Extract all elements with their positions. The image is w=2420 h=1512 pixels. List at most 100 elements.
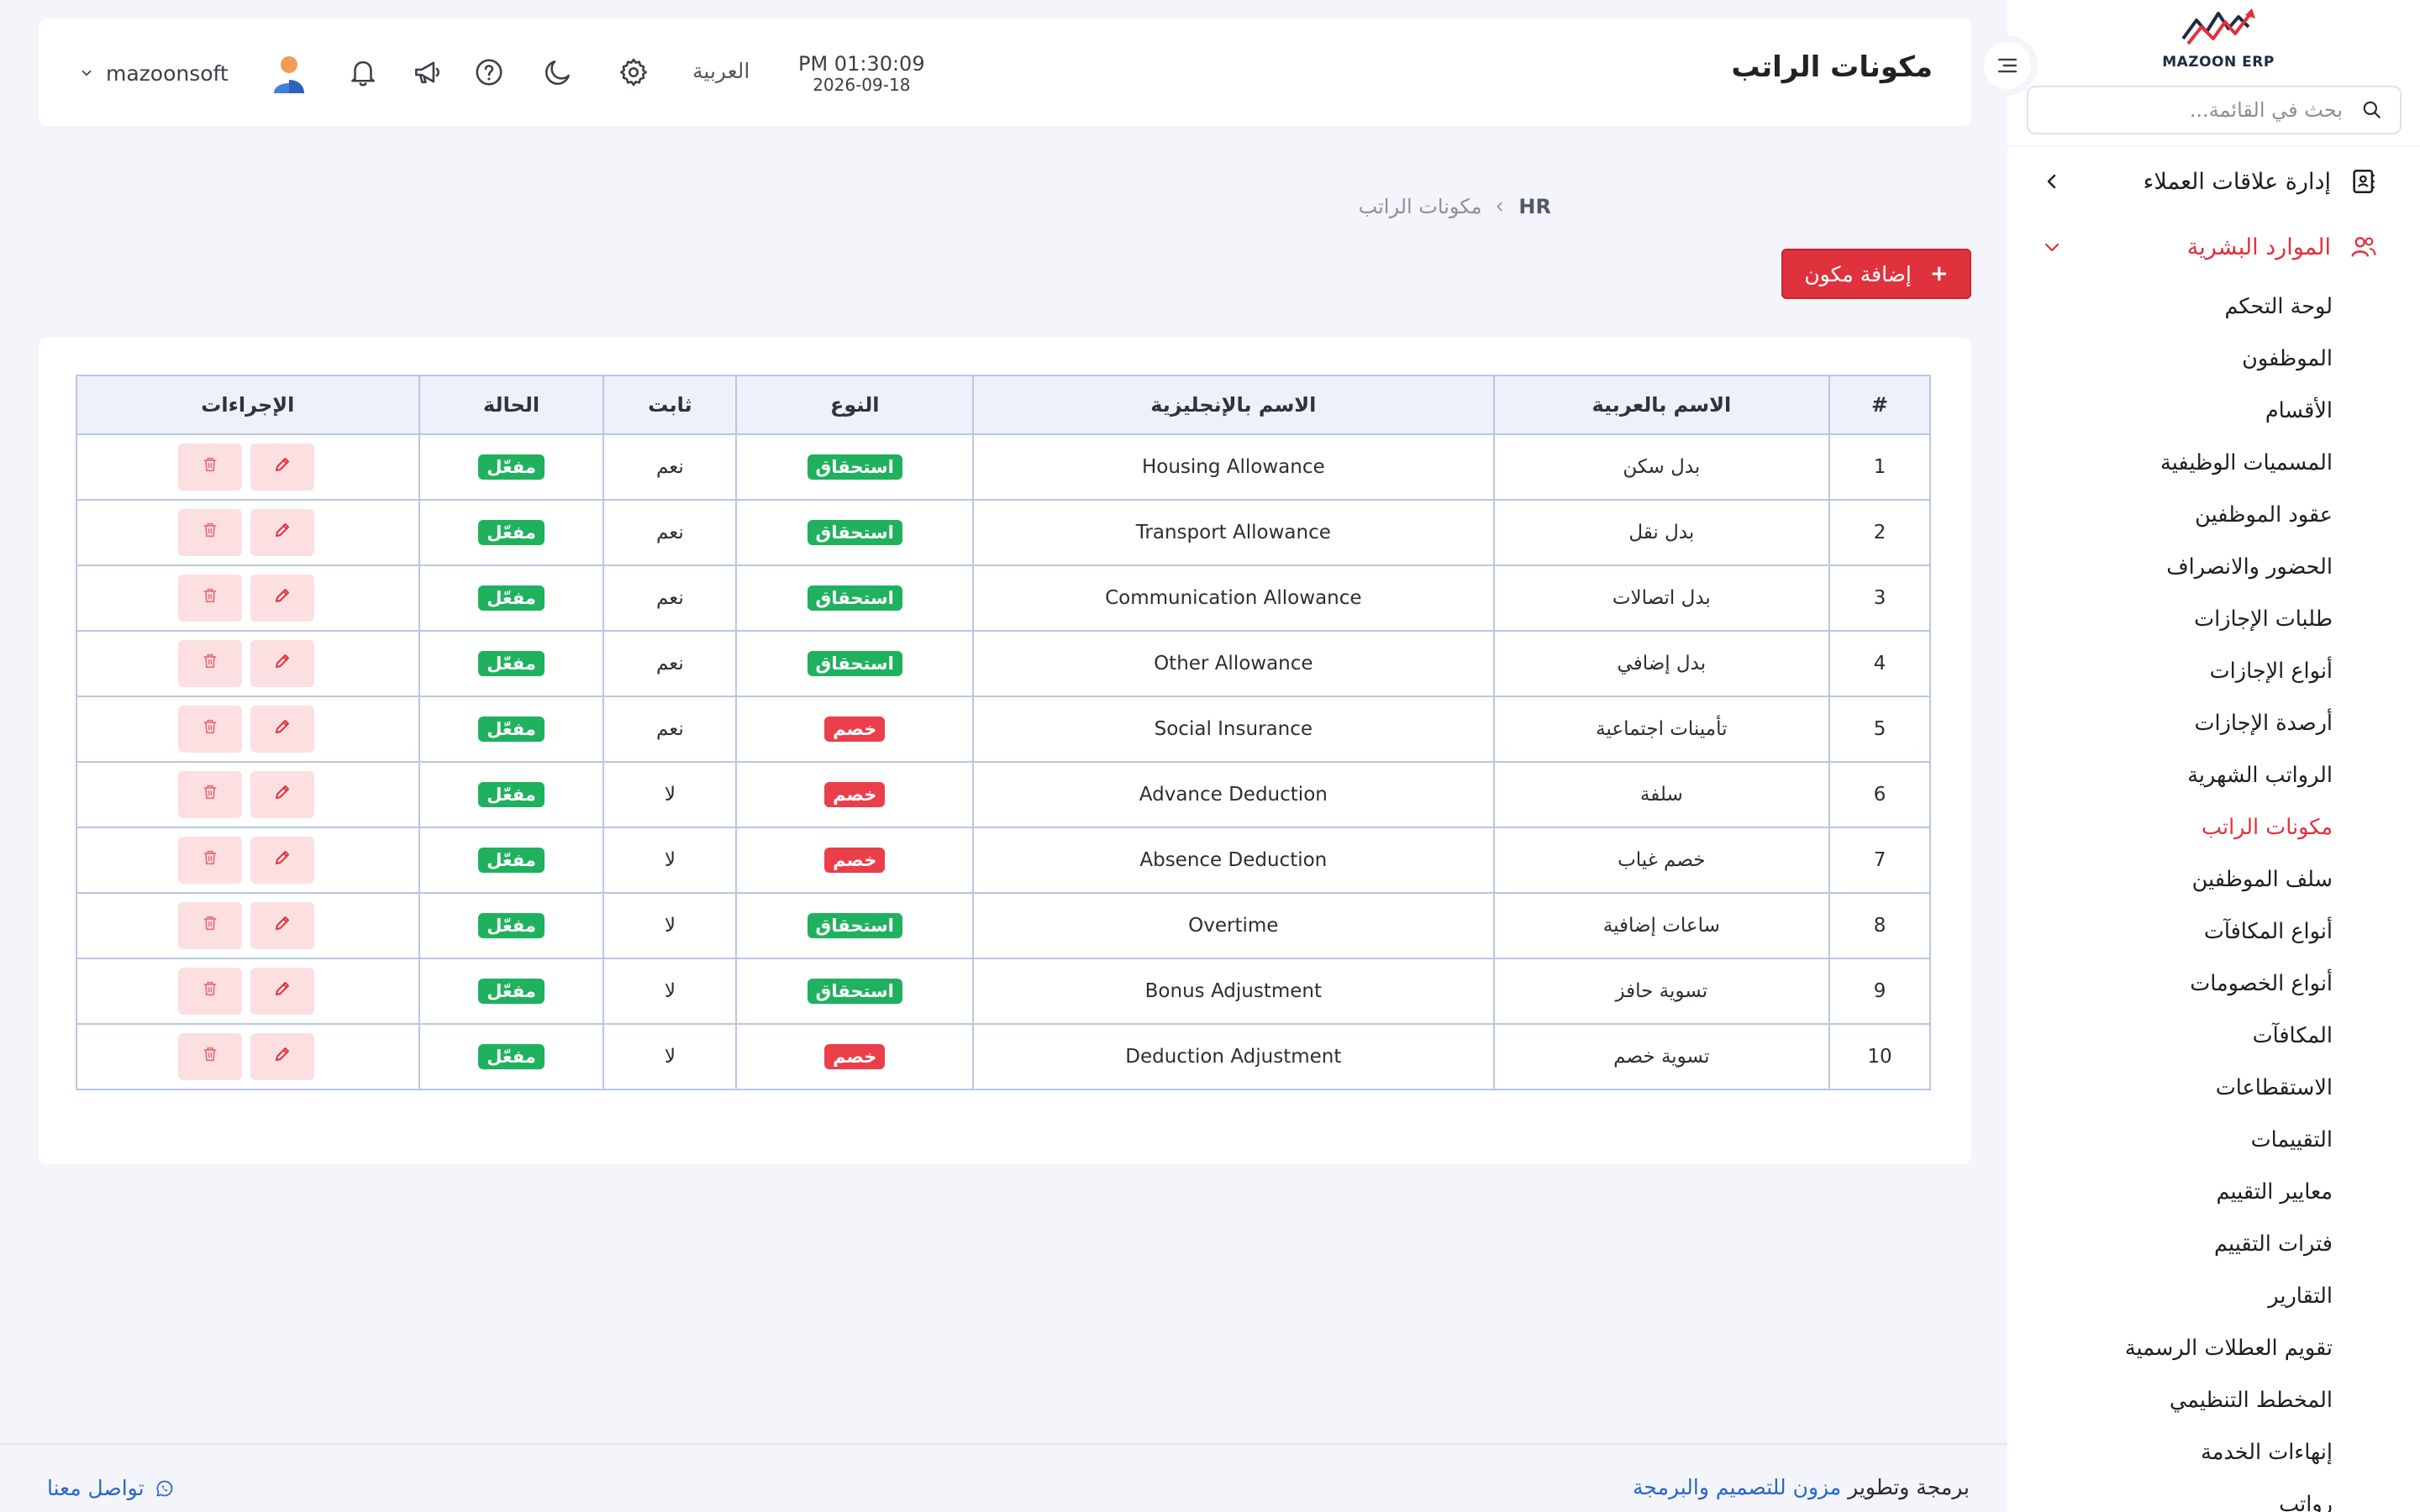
edit-button[interactable]: [250, 1033, 314, 1080]
sidebar-item[interactable]: إنهاءات الخدمة: [2201, 1440, 2333, 1465]
delete-button[interactable]: [177, 771, 242, 818]
edit-button[interactable]: [250, 771, 314, 818]
delete-button[interactable]: [177, 706, 242, 753]
type-badge: خصم: [824, 782, 886, 807]
cell-num: 9: [1828, 958, 1931, 1025]
delete-button[interactable]: [177, 968, 242, 1015]
cell-num: 2: [1828, 499, 1931, 566]
sidebar-toggle-button[interactable]: [1977, 35, 2038, 96]
page-title: مكونات الراتب: [1731, 50, 1933, 84]
cell-type: خصم: [735, 827, 975, 894]
cell-name-ar: تأمينات اجتماعية: [1492, 696, 1831, 763]
sidebar-item[interactable]: الموظفون: [2242, 346, 2333, 371]
sidebar-item[interactable]: الاستقطاعات: [2215, 1075, 2333, 1100]
edit-button[interactable]: [250, 706, 314, 753]
sidebar-item[interactable]: معايير التقييم: [2216, 1179, 2333, 1205]
edit-button[interactable]: [250, 968, 314, 1015]
bell-icon[interactable]: [345, 54, 381, 91]
salary-components-card: # الاسم بالعربية الاسم بالإنجليزية النوع…: [39, 338, 1971, 1164]
sidebar-item[interactable]: الحضور والانصراف: [2166, 554, 2333, 580]
status-badge: مفعّل: [478, 717, 544, 742]
col-header-name-en[interactable]: الاسم بالإنجليزية: [972, 375, 1495, 435]
status-badge: مفعّل: [478, 782, 544, 807]
delete-button[interactable]: [177, 575, 242, 622]
sidebar-item[interactable]: تقويم العطلات الرسمية: [2124, 1336, 2333, 1361]
sidebar-item[interactable]: الرواتب الشهرية: [2187, 763, 2333, 788]
sidebar-item[interactable]: أنواع الإجازات: [2209, 659, 2333, 684]
cell-name-ar: بدل اتصالات: [1492, 564, 1831, 632]
col-header-fixed[interactable]: ثابت: [602, 375, 738, 435]
sidebar-item[interactable]: أنواع الخصومات: [2190, 971, 2333, 996]
delete-button[interactable]: [177, 640, 242, 687]
sidebar-item[interactable]: عقود الموظفين: [2195, 502, 2333, 528]
sidebar-item[interactable]: رواتب: [2279, 1492, 2333, 1512]
megaphone-icon[interactable]: [408, 54, 445, 91]
trash-icon: [201, 1045, 219, 1068]
sidebar-item[interactable]: المسميات الوظيفية: [2160, 450, 2333, 475]
edit-button[interactable]: [250, 640, 314, 687]
cell-status: مفعّل: [418, 696, 605, 763]
cell-num: 4: [1828, 630, 1931, 697]
sidebar-search-input[interactable]: [2045, 93, 2343, 127]
sidebar-item[interactable]: المكافآت: [2252, 1023, 2333, 1048]
cell-type: خصم: [735, 761, 975, 828]
cell-fixed: لا: [602, 958, 738, 1025]
footer-credit-brand[interactable]: مزون للتصميم والبرمجة: [1633, 1475, 1842, 1499]
menu-toggle-icon: [1997, 58, 2018, 73]
sidebar-item[interactable]: التقارير: [2268, 1284, 2333, 1309]
cell-name-en: Absence Deduction: [972, 827, 1495, 894]
sidebar-item[interactable]: التقييمات: [2250, 1127, 2333, 1152]
app-logo[interactable]: MAZOON ERP: [2143, 0, 2294, 71]
gear-icon[interactable]: [615, 54, 652, 91]
edit-button[interactable]: [250, 509, 314, 556]
search-icon[interactable]: [2361, 99, 2383, 121]
delete-button[interactable]: [177, 837, 242, 884]
sidebar-item[interactable]: أنواع المكافآت: [2203, 919, 2333, 944]
help-icon[interactable]: [471, 54, 508, 91]
cell-actions: [76, 499, 420, 566]
sidebar-item[interactable]: طلبات الإجازات: [2194, 606, 2333, 632]
language-switch[interactable]: العربية: [692, 59, 750, 83]
cell-status: مفعّل: [418, 892, 605, 959]
edit-button[interactable]: [250, 837, 314, 884]
sidebar-item[interactable]: سلف الموظفين: [2191, 867, 2333, 892]
contact-link[interactable]: تواصل معنا: [47, 1476, 175, 1500]
delete-button[interactable]: [177, 1033, 242, 1080]
sidebar-item[interactable]: المخطط التنظيمي: [2169, 1388, 2333, 1413]
sidebar-group-hr[interactable]: الموارد البشرية: [2042, 226, 2378, 268]
delete-button[interactable]: [177, 902, 242, 949]
sidebar-item[interactable]: مكونات الراتب: [2201, 815, 2333, 840]
table-row: 6 سلفة Advance Deduction خصم لا مفعّل: [76, 761, 1931, 828]
table-row: 3 بدل اتصالات Communication Allowance استحق…: [76, 564, 1931, 632]
edit-button[interactable]: [250, 575, 314, 622]
edit-button[interactable]: [250, 902, 314, 949]
user-menu[interactable]: mazoonsoft: [79, 52, 311, 94]
sidebar-item[interactable]: أرصدة الإجازات: [2194, 711, 2333, 736]
trash-icon: [201, 979, 219, 1003]
cell-name-ar: بدل إضافي: [1492, 630, 1831, 697]
plus-icon: +: [1929, 261, 1949, 286]
sidebar-item[interactable]: لوحة التحكم: [2224, 294, 2333, 319]
status-badge: مفعّل: [478, 585, 544, 611]
col-header-status[interactable]: الحالة: [418, 375, 605, 435]
chevron-left-icon: [2047, 174, 2056, 189]
chevron-down-icon: [2044, 243, 2060, 252]
sidebar-item[interactable]: الأقسام: [2265, 398, 2333, 423]
add-component-button[interactable]: + إضافة مكون: [1781, 249, 1971, 299]
cell-name-ar: بدل سكن: [1492, 433, 1831, 501]
cell-fixed: لا: [602, 761, 738, 828]
sidebar-item[interactable]: فترات التقييم: [2214, 1231, 2333, 1257]
col-header-name-ar[interactable]: الاسم بالعربية: [1492, 375, 1831, 435]
sidebar-group-crm[interactable]: إدارة علاقات العملاء: [2042, 160, 2378, 202]
username: mazoonsoft: [106, 60, 229, 86]
type-badge: استحقاق: [807, 520, 902, 545]
moon-icon[interactable]: [539, 54, 576, 91]
delete-button[interactable]: [177, 509, 242, 556]
cell-actions: [76, 761, 420, 828]
breadcrumb-root[interactable]: HR: [1518, 195, 1551, 218]
cell-status: مفعّل: [418, 433, 605, 501]
edit-button[interactable]: [250, 444, 314, 491]
cell-name-en: Advance Deduction: [972, 761, 1495, 828]
col-header-type[interactable]: النوع: [735, 375, 975, 435]
delete-button[interactable]: [177, 444, 242, 491]
